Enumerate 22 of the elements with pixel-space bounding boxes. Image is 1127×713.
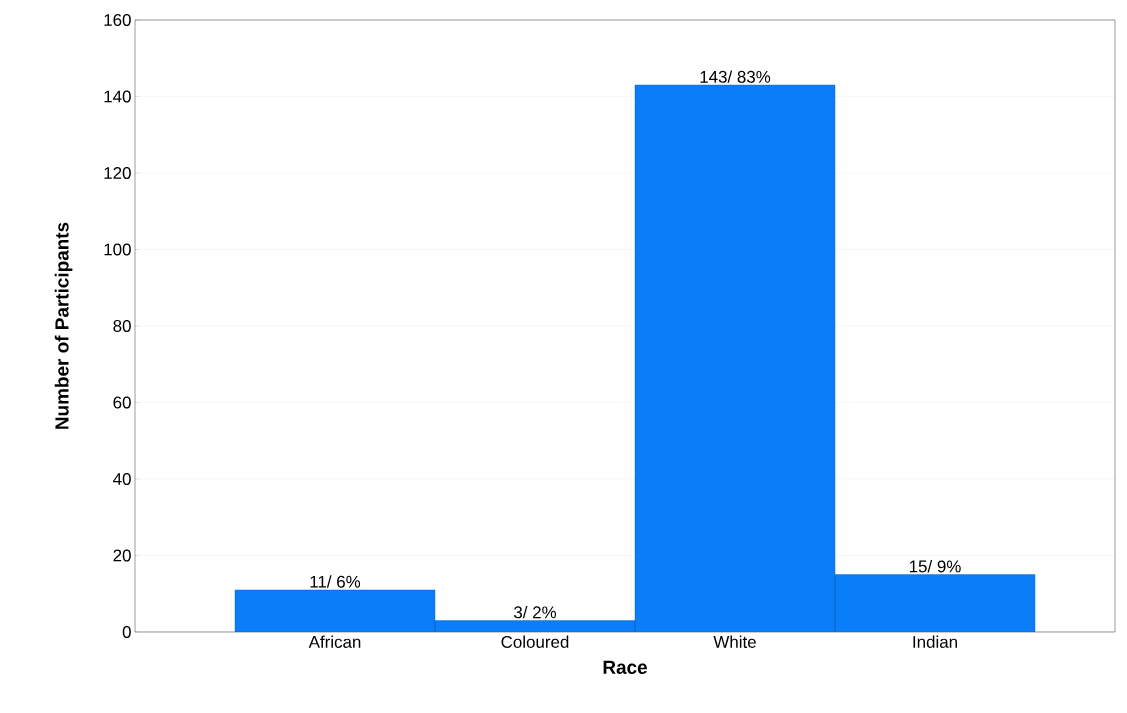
x-axis-title: Race	[603, 660, 647, 674]
x-tick-label: White	[713, 635, 756, 648]
y-tick-label: 60	[113, 396, 131, 409]
y-tick-label: 80	[113, 319, 131, 332]
x-tick-label: Coloured	[501, 635, 569, 648]
y-tick-label: 140	[104, 90, 131, 103]
bar	[834, 574, 1036, 632]
data-label: 3/ 2%	[514, 605, 557, 619]
y-tick-label: 0	[122, 625, 131, 638]
data-label: 11/ 6%	[310, 575, 361, 588]
data-label: 15/ 9%	[909, 559, 961, 573]
y-tick-label: 20	[113, 549, 131, 562]
x-tick-label: Indian	[913, 635, 957, 648]
y-tick-label: 160	[104, 13, 131, 26]
y-tick-label: 40	[113, 472, 131, 485]
y-axis-title: Number of Participants	[54, 222, 73, 429]
y-tick-label: 100	[104, 243, 131, 256]
y-tick-label: 120	[104, 166, 131, 179]
data-label: 143/ 83%	[700, 70, 771, 83]
x-tick-label: African	[308, 635, 361, 648]
bar	[635, 85, 836, 632]
bar	[235, 589, 436, 632]
